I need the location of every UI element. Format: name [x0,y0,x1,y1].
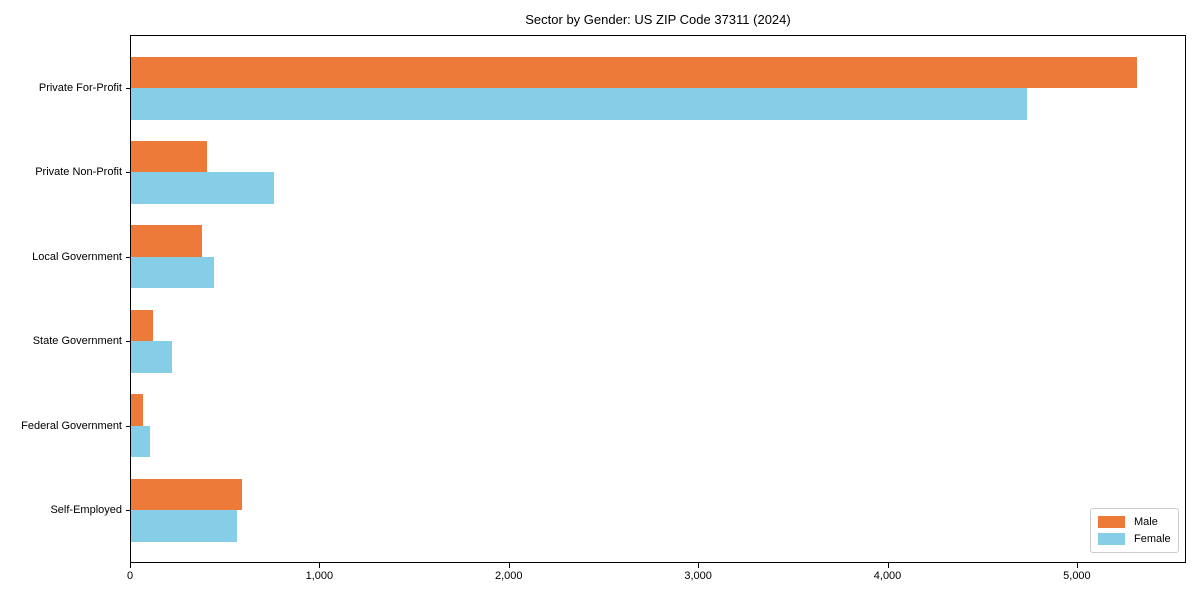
x-tick-label-2-000: 2,000 [495,570,523,582]
y-tick [126,510,130,511]
x-tick [698,563,700,568]
bar-male-private-non-profit [131,140,207,173]
x-tick-label-5-000: 5,000 [1063,570,1091,582]
bar-male-self-employed [131,478,243,510]
x-tick [508,563,510,568]
x-tick [1076,563,1078,568]
bar-female-local-government [131,256,214,289]
y-tick-label-private-non-profit: Private Non-Profit [35,166,122,179]
x-tick [319,563,321,568]
y-tick [126,256,130,258]
x-tick-label-1-000: 1,000 [305,570,334,582]
y-tick [126,88,130,89]
x-tick [887,563,889,568]
legend-item-male: Male [1098,516,1171,528]
y-tick-label-private-for-profit: Private For-Profit [38,82,122,94]
bar-male-private-for-profit [131,56,1137,88]
y-tick [126,172,130,174]
legend-label-male: Male [1134,516,1158,528]
legend-swatch-male [1098,516,1125,528]
y-tick-label-self-employed: Self-Employed [50,504,122,516]
chart-title: Sector by Gender: US ZIP Code 37311 (202… [525,12,791,27]
legend-label-female: Female [1134,533,1171,545]
legend-item-female: Female [1098,533,1171,545]
bar-male-state-government [131,309,153,342]
x-tick [130,563,131,568]
bar-female-state-government [131,341,172,373]
y-tick-label-state-government: State Government [32,335,122,348]
bar-female-federal-government [131,425,150,458]
y-tick-label-local-government: Local Government [32,250,122,263]
legend: Male Female [1090,508,1179,553]
bar-female-self-employed [131,510,238,542]
plot-area [130,35,1186,563]
x-tick-label-0: 0 [126,570,134,582]
x-tick-label-4-000: 4,000 [873,570,902,582]
y-tick [126,425,130,427]
legend-swatch-female [1098,533,1125,545]
bar-female-private-non-profit [131,172,274,204]
bar-female-private-for-profit [131,88,1027,120]
x-tick-label-3-000: 3,000 [684,570,712,582]
y-tick-label-federal-government: Federal Government [21,419,122,432]
y-tick [126,341,130,343]
bar-male-local-government [131,225,203,257]
bar-male-federal-government [131,394,144,426]
